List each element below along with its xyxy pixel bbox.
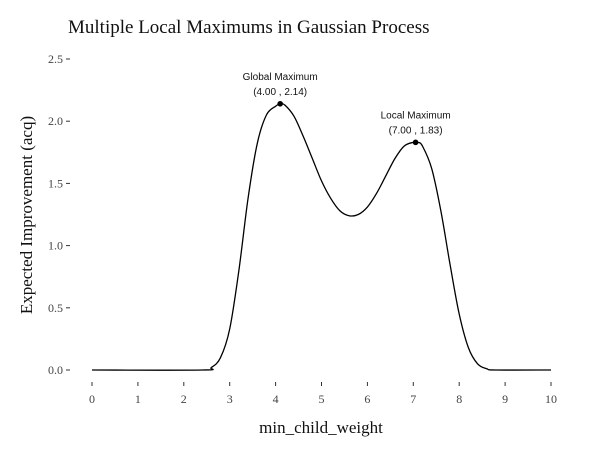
series-line (91, 102, 552, 371)
x-tick-label: 9 (502, 392, 508, 406)
y-tick-label: 2.0 (48, 114, 63, 128)
x-tick-label: 4 (273, 392, 279, 406)
maximum-point (412, 139, 419, 146)
y-tick-label: 0.5 (48, 301, 63, 315)
x-tick-label: 10 (545, 392, 557, 406)
y-tick-label: 0.0 (48, 363, 63, 377)
annotation-coords: (7.00 , 1.83) (389, 125, 443, 136)
x-tick-label: 8 (456, 392, 462, 406)
x-tick-label: 1 (135, 392, 141, 406)
annotation-label: Local Maximum (381, 110, 451, 121)
annotation-coords: (4.00 , 2.14) (253, 87, 307, 98)
y-tick-label: 2.5 (48, 52, 63, 66)
annotation-label: Global Maximum (243, 72, 318, 83)
maximum-point (277, 100, 283, 107)
x-tick-label: 3 (227, 392, 233, 406)
x-tick-label: 0 (89, 392, 95, 406)
y-tick-label: 1.5 (48, 176, 63, 190)
y-axis-label: Expected Improvement (acq) (17, 116, 36, 314)
x-tick-label: 2 (181, 392, 187, 406)
x-tick-label: 5 (319, 392, 325, 406)
chart-title: Multiple Local Maximums in Gaussian Proc… (68, 17, 429, 38)
x-axis-label: min_child_weight (259, 418, 383, 437)
x-tick-label: 7 (410, 392, 416, 406)
y-tick-label: 1.0 (48, 239, 63, 253)
x-tick-label: 6 (364, 392, 370, 406)
